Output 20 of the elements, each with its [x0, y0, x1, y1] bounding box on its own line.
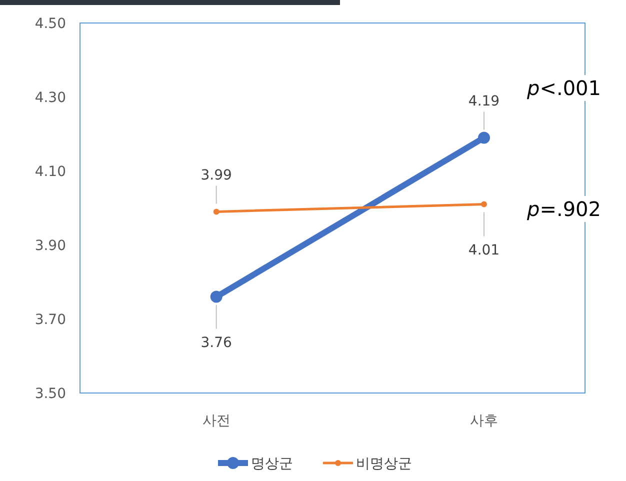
text: 4.10 [34, 164, 66, 180]
data-label: 3.99 [200, 168, 232, 184]
text: 4.30 [34, 90, 66, 106]
annotation: p<.001 [526, 76, 601, 100]
data-label: 3.76 [200, 334, 232, 351]
point [213, 208, 220, 215]
text: 4.50 [34, 16, 66, 32]
point [478, 132, 490, 144]
data-label: 4.19 [468, 94, 500, 110]
text: 3.90 [34, 238, 66, 254]
text: 3.50 [34, 386, 66, 402]
legend-label: 비명상군 [356, 456, 412, 472]
data-label: 4.01 [468, 242, 500, 258]
x-tick-label: 사전 [202, 413, 230, 429]
legend-label: 명상군 [251, 456, 293, 472]
text: 3.70 [34, 312, 66, 328]
point [210, 290, 222, 303]
point [481, 201, 487, 208]
annotation: p=.902 [526, 197, 601, 221]
x-tick-label: 사후 [470, 413, 498, 429]
